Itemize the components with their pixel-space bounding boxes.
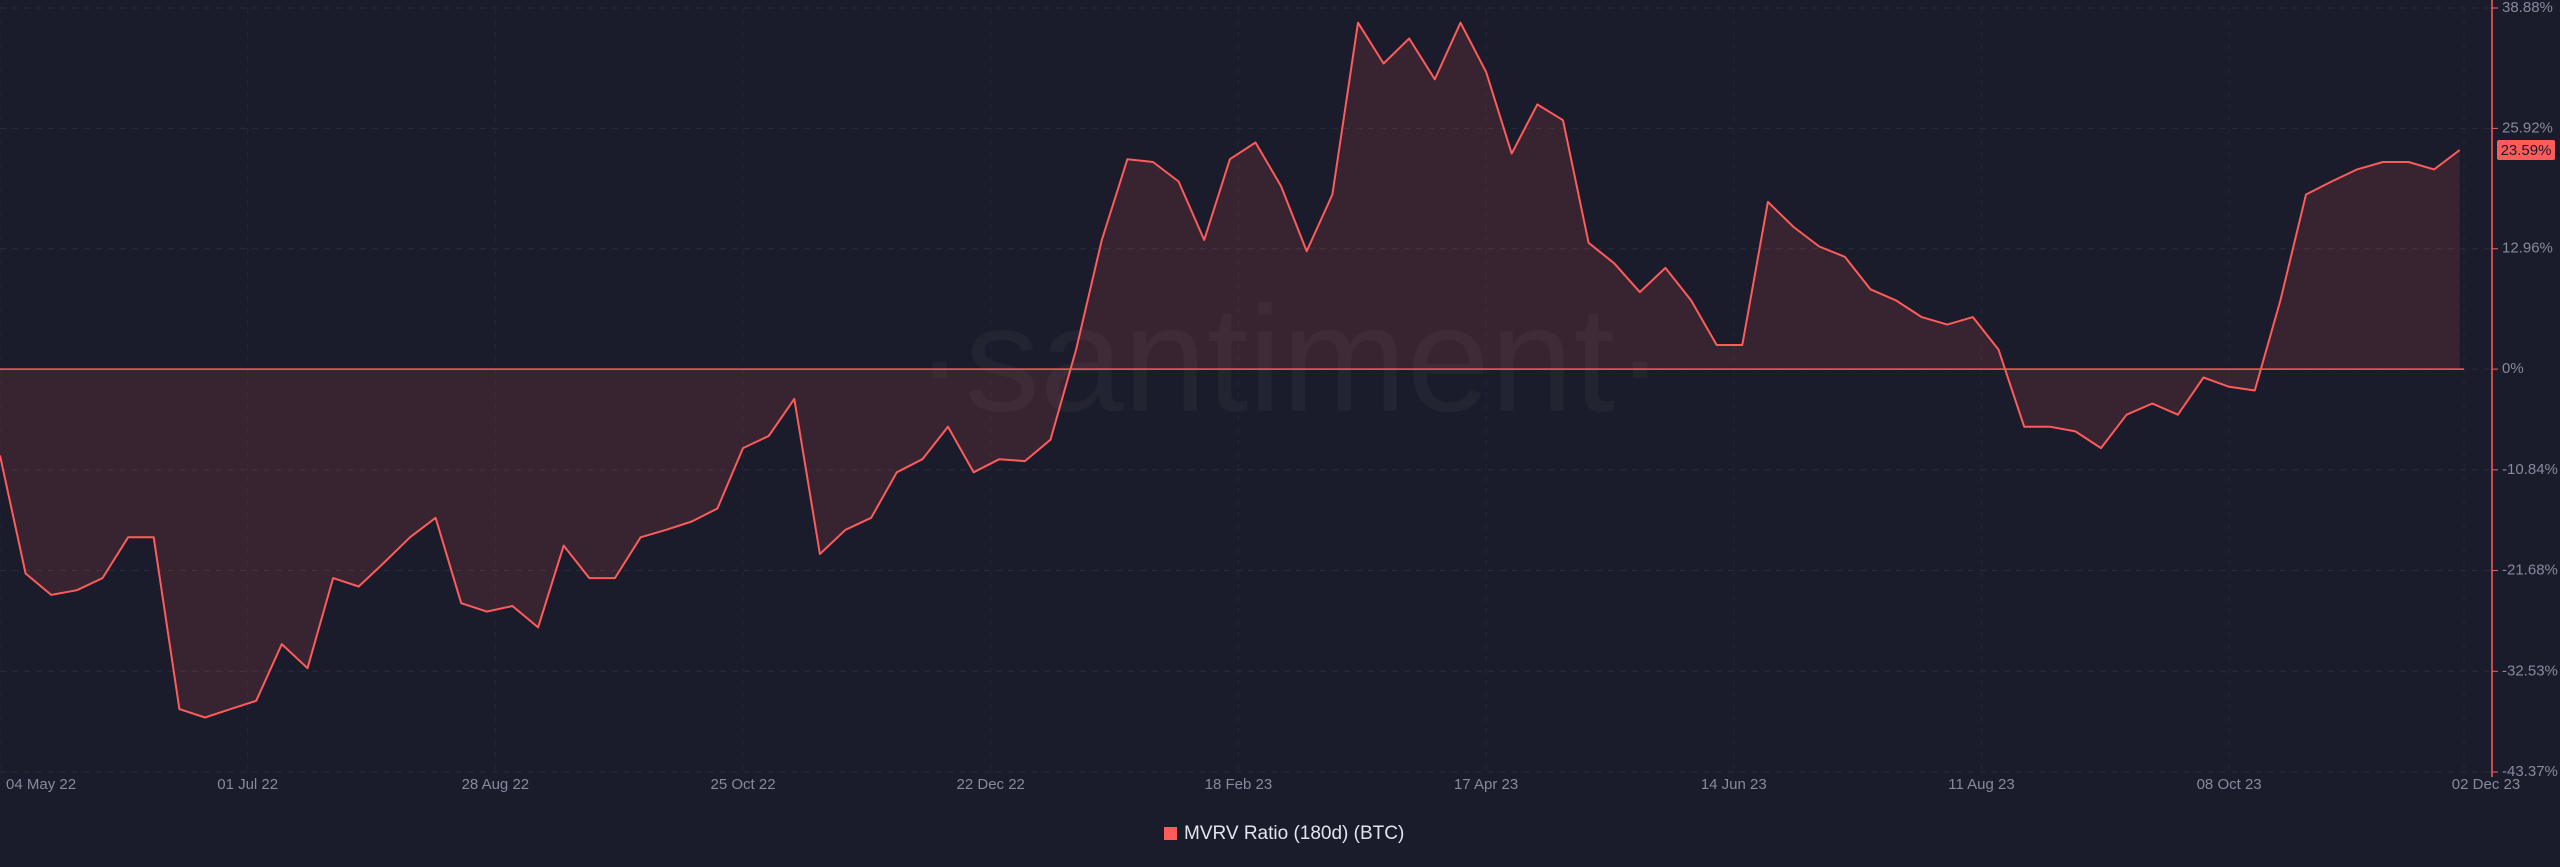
y-tick-label: -10.84% [2502, 461, 2558, 478]
x-tick-label: 22 Dec 22 [957, 776, 1025, 793]
last-value-label: 23.59% [2501, 142, 2552, 159]
last-value-tag [2497, 140, 2555, 161]
y-tick-label: 12.96% [2502, 240, 2553, 257]
area [0, 22, 2460, 718]
y-tick-label: -21.68% [2502, 561, 2558, 578]
x-tick-label: 01 Jul 22 [217, 776, 278, 793]
y-tick-label: 0% [2502, 360, 2524, 377]
y-tick-label: 25.92% [2502, 119, 2553, 136]
x-tick-label: 14 Jun 23 [1701, 776, 1767, 793]
y-tick-label: -32.53% [2502, 662, 2558, 679]
x-tick-label: 25 Oct 22 [711, 776, 776, 793]
line [0, 21, 2461, 719]
x-tick-label: 18 Feb 23 [1205, 776, 1273, 793]
x-tick-label: 28 Aug 22 [462, 776, 530, 793]
x-tick-label: 17 Apr 23 [1454, 776, 1518, 793]
y-tick-label: 38.88% [2502, 0, 2553, 16]
x-tick-label: 04 May 22 [6, 776, 76, 793]
legend-swatch [1164, 827, 1177, 840]
y-tick-label: -43.37% [2502, 763, 2558, 780]
x-tick-label: 11 Aug 23 [1948, 776, 2014, 793]
x-tick-label: 02 Dec 23 [2452, 776, 2520, 793]
x-tick-label: 08 Oct 23 [2197, 776, 2262, 793]
legend-label: MVRV Ratio (180d) (BTC) [1184, 823, 1404, 844]
